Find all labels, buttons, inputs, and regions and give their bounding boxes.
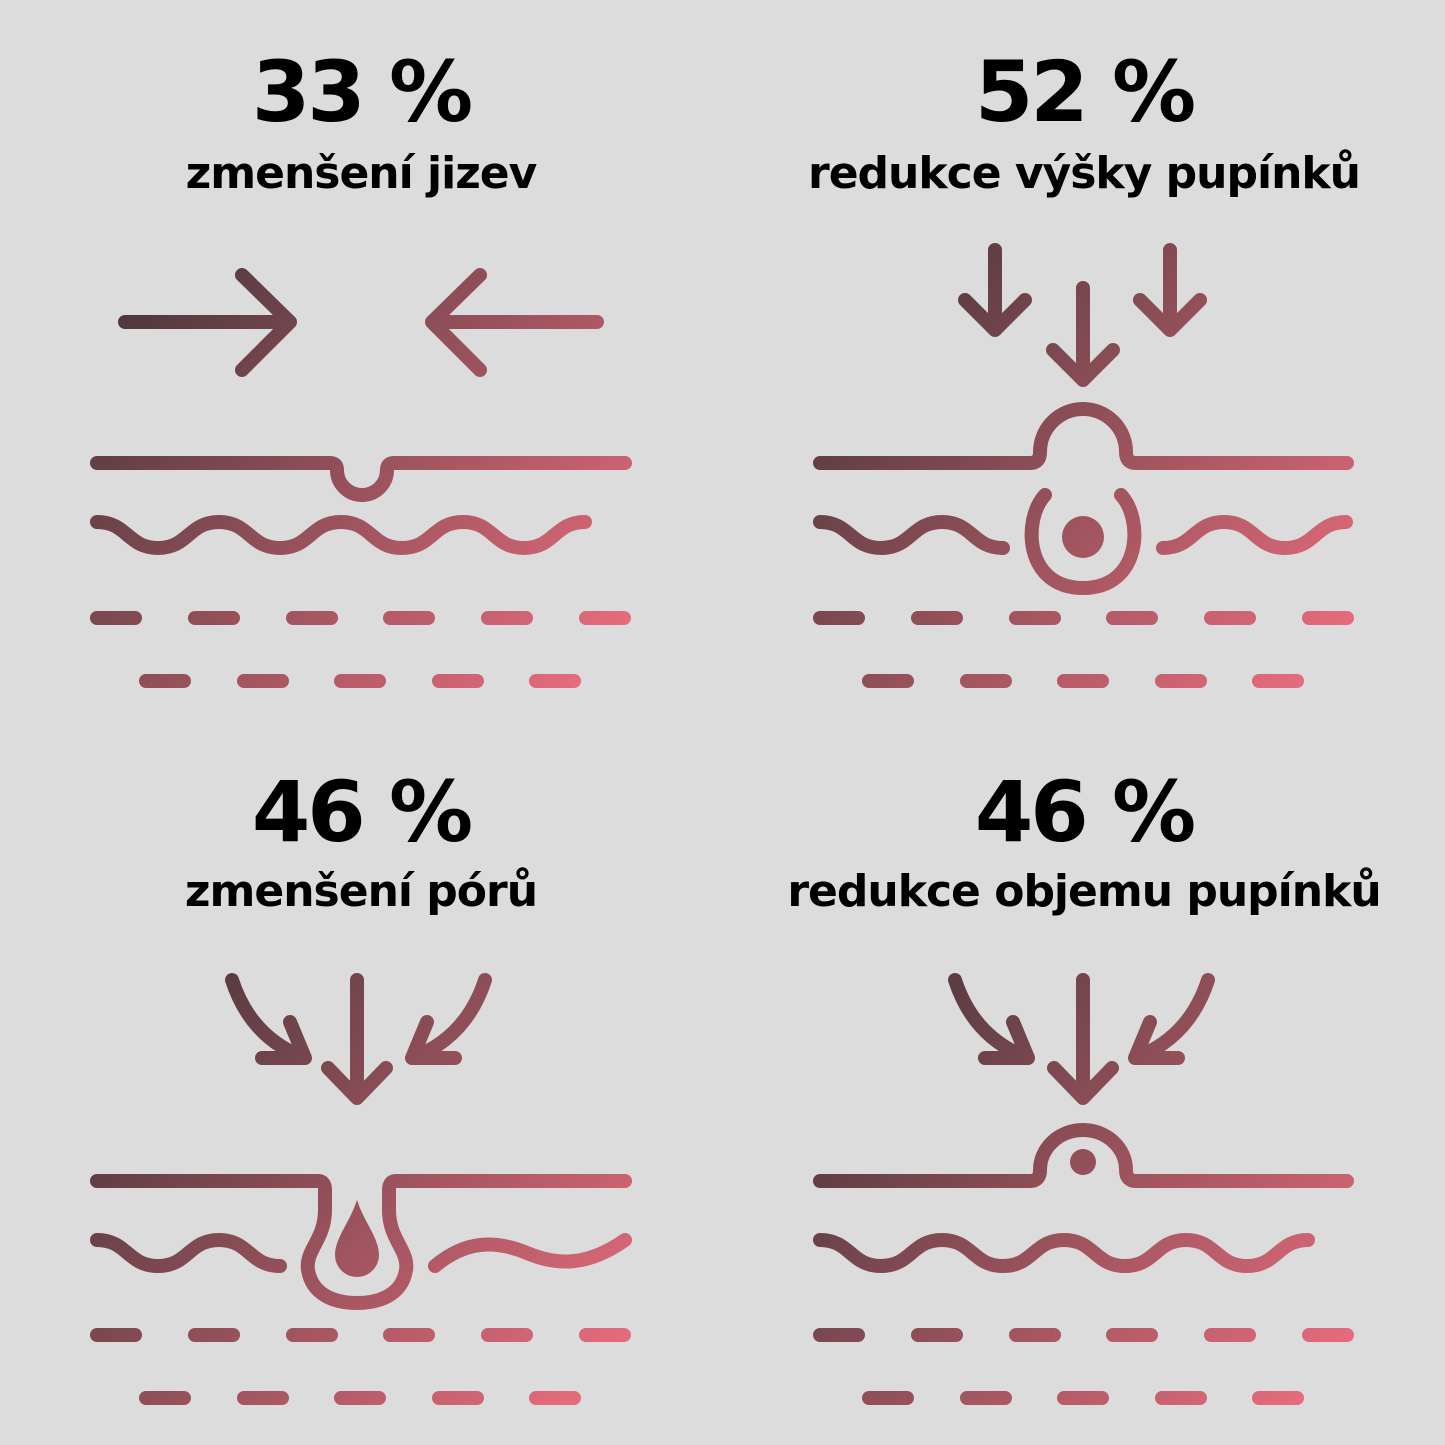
stat-value-pores: 46 % — [251, 763, 473, 861]
pore-reduction-icon — [90, 973, 632, 1405]
curved-arrow-icon — [405, 973, 492, 1065]
scar-reduction-icon — [90, 268, 632, 688]
arrow-down-icon — [321, 973, 393, 1105]
curved-arrow-icon — [1128, 973, 1215, 1065]
skin-surface-line — [90, 456, 632, 502]
skin-surface-line — [813, 402, 1354, 470]
droplet-icon — [335, 1200, 379, 1277]
stat-label-pimple-volume: redukce objemu pupínků — [787, 866, 1381, 917]
follicle-outline — [1024, 488, 1142, 595]
skin-wave — [813, 515, 1010, 555]
stat-value-pimple-height: 52 % — [974, 43, 1196, 141]
skin-wave — [90, 515, 592, 555]
stat-label-pores: zmenšení pórů — [184, 866, 538, 917]
skin-surface-line — [813, 1123, 1354, 1188]
skin-wave — [90, 1233, 287, 1273]
arrow-down-icon — [1047, 973, 1119, 1105]
stat-value-scars: 33 % — [251, 43, 473, 141]
arrow-down-icon — [1046, 281, 1120, 387]
arrow-right-icon — [118, 268, 297, 377]
skin-wave — [1156, 515, 1353, 555]
stat-label-scars: zmenšení jizev — [185, 148, 538, 199]
sebum-dot — [1070, 1149, 1096, 1175]
arrow-down-icon — [1133, 243, 1207, 337]
skin-wave — [428, 1233, 632, 1273]
stat-value-pimple-volume: 46 % — [974, 763, 1196, 861]
stat-label-pimple-height: redukce výšky pupínků — [808, 148, 1361, 199]
pimple-volume-reduction-icon — [813, 973, 1354, 1405]
curved-arrow-icon — [948, 973, 1035, 1065]
skin-surface-line — [90, 1174, 632, 1310]
arrow-left-icon — [425, 268, 604, 377]
curved-arrow-icon — [225, 973, 312, 1065]
skin-wave — [813, 1233, 1315, 1273]
sebum-dot — [1062, 516, 1104, 558]
arrow-down-icon — [958, 243, 1032, 337]
pimple-height-reduction-icon — [813, 243, 1354, 688]
